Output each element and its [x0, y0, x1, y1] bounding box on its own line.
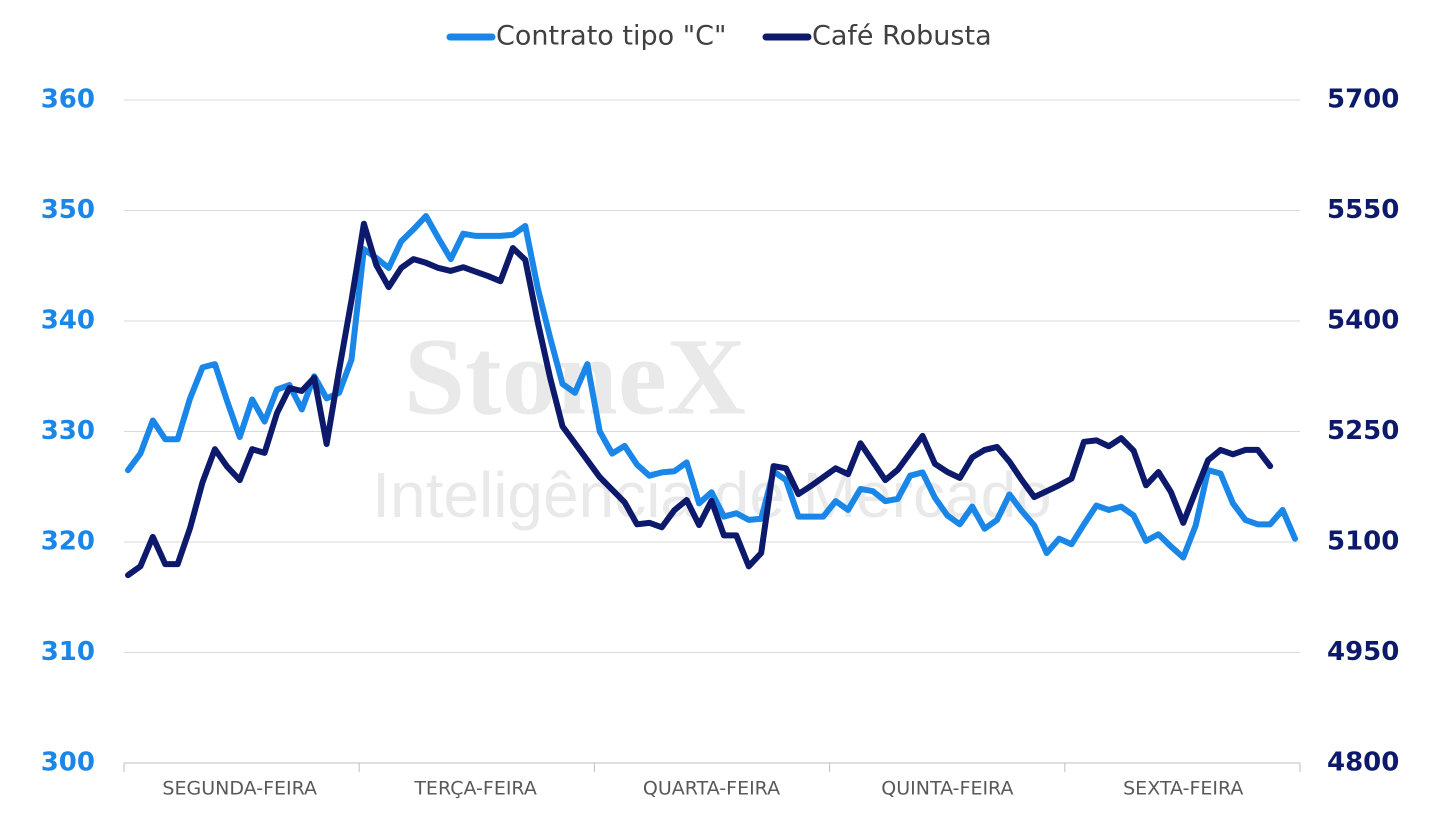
x-tick-label: TERÇA-FEIRA — [413, 778, 537, 800]
y-tick-label: 310 — [41, 637, 95, 667]
y2-tick-label: 4950 — [1327, 637, 1399, 667]
x-tick-label: SEGUNDA-FEIRA — [162, 778, 317, 800]
y-tick-label: 350 — [41, 195, 95, 225]
y-tick-label: 300 — [41, 748, 95, 778]
y2-tick-label: 5700 — [1327, 85, 1399, 115]
series-line — [125, 220, 1274, 579]
y-tick-label: 340 — [41, 306, 95, 336]
y2-tick-label: 5100 — [1327, 527, 1399, 557]
y-tick-label: 360 — [41, 85, 95, 115]
x-tick-label: QUINTA-FEIRA — [881, 778, 1013, 800]
x-tick-label: QUARTA-FEIRA — [643, 778, 780, 800]
watermark-brand: StoneX — [404, 315, 746, 437]
y-tick-label: 320 — [41, 527, 95, 557]
y-tick-label: 330 — [41, 416, 95, 446]
y2-tick-label: 5400 — [1327, 306, 1399, 336]
y2-tick-label: 5550 — [1327, 195, 1399, 225]
legend-label: Contrato tipo "C" — [496, 21, 726, 52]
legend-label: Café Robusta — [812, 21, 992, 52]
y2-tick-label: 4800 — [1327, 748, 1399, 778]
series-line — [125, 213, 1298, 561]
x-tick-label: SEXTA-FEIRA — [1123, 778, 1243, 800]
y2-tick-label: 5250 — [1327, 416, 1399, 446]
